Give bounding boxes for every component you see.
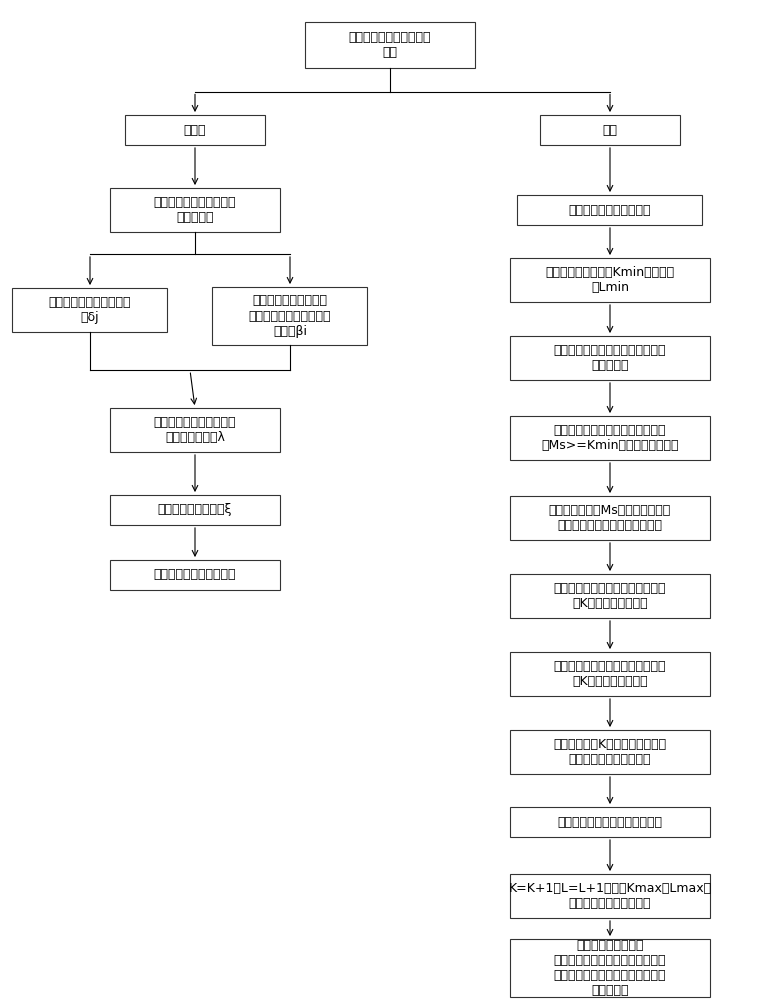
Bar — [510, 939, 710, 997]
Bar — [510, 336, 710, 380]
Bar — [125, 115, 265, 145]
Bar — [540, 115, 680, 145]
Bar — [510, 652, 710, 696]
Text: 早、晚高峰交通拥堵指数
预测: 早、晚高峰交通拥堵指数 预测 — [349, 31, 432, 59]
Text: 当前模式向量与Ms个最近邻点匹配
向量对应的模式向量的欧式距离: 当前模式向量与Ms个最近邻点匹配 向量对应的模式向量的欧式距离 — [549, 504, 671, 532]
Text: 机动车变化系数和工作日
系数的权重分配λ: 机动车变化系数和工作日 系数的权重分配λ — [153, 416, 236, 444]
Text: 状态向量欧式距离按升序排列，选
择Ms>=Kmin个近邻点匹配向量: 状态向量欧式距离按升序排列，选 择Ms>=Kmin个近邻点匹配向量 — [541, 424, 679, 452]
Text: 模式向量欧式距离按升序排列，选
择K个近邻点匹配向量: 模式向量欧式距离按升序排列，选 择K个近邻点匹配向量 — [554, 582, 666, 610]
Bar — [510, 416, 710, 460]
Bar — [517, 195, 703, 225]
Text: 历史和实时交通拥堵指数: 历史和实时交通拥堵指数 — [569, 204, 651, 217]
Text: 选定最小的近邻尺寸Kmin和模式尺
寸Lmin: 选定最小的近邻尺寸Kmin和模式尺 寸Lmin — [545, 266, 675, 294]
Text: 周末: 周末 — [602, 123, 618, 136]
Bar — [305, 22, 475, 68]
Bar — [510, 874, 710, 918]
Bar — [110, 495, 280, 525]
Bar — [510, 730, 710, 774]
Text: 前三年周一、周二、周
三、周四、周五早、晚高
峰系数βi: 前三年周一、周二、周 三、周四、周五早、晚高 峰系数βi — [249, 294, 331, 338]
Text: 计算当前状态向量和历史状态向量
的欧式距离: 计算当前状态向量和历史状态向量 的欧式距离 — [554, 344, 666, 372]
Text: 工作日: 工作日 — [184, 123, 206, 136]
Bar — [510, 807, 710, 837]
Text: 前三周早、晚高峰交通拥
堵指数均值: 前三周早、晚高峰交通拥 堵指数均值 — [153, 196, 236, 224]
Text: 选择最小的均方误差
对应的近邻数与模式尺寸下预测结
果作为休息日的早晚高峰的拥堵指
数的预测值: 选择最小的均方误差 对应的近邻数与模式尺寸下预测结 果作为休息日的早晚高峰的拥堵… — [554, 939, 666, 997]
Text: 模式向量欧式距离按升序排列，选
择K个近邻点匹配向量: 模式向量欧式距离按升序排列，选 择K个近邻点匹配向量 — [554, 660, 666, 688]
Text: 基于选择出的K个近邻点匹配向量
计算交通拥堵指数预测值: 基于选择出的K个近邻点匹配向量 计算交通拥堵指数预测值 — [553, 738, 667, 766]
Text: 计算预测值与实际值的均方误差: 计算预测值与实际值的均方误差 — [558, 816, 662, 828]
Bar — [12, 288, 167, 332]
Bar — [510, 258, 710, 302]
Bar — [110, 560, 280, 590]
Bar — [110, 408, 280, 452]
Bar — [110, 188, 280, 232]
Text: K=K+1，L=L+1，直至Kmax，Lmax，
计算交通拥堵指数预测值: K=K+1，L=L+1，直至Kmax，Lmax， 计算交通拥堵指数预测值 — [509, 882, 711, 910]
Bar — [510, 496, 710, 540]
Text: 早、晚高峰交通拥堵指数: 早、晚高峰交通拥堵指数 — [153, 568, 236, 582]
Bar — [213, 287, 368, 345]
Text: 雨、雪天气影响系数ξ: 雨、雪天气影响系数ξ — [158, 504, 232, 516]
Bar — [510, 574, 710, 618]
Text: 前三年机动车数量变化系
数δj: 前三年机动车数量变化系 数δj — [49, 296, 131, 324]
